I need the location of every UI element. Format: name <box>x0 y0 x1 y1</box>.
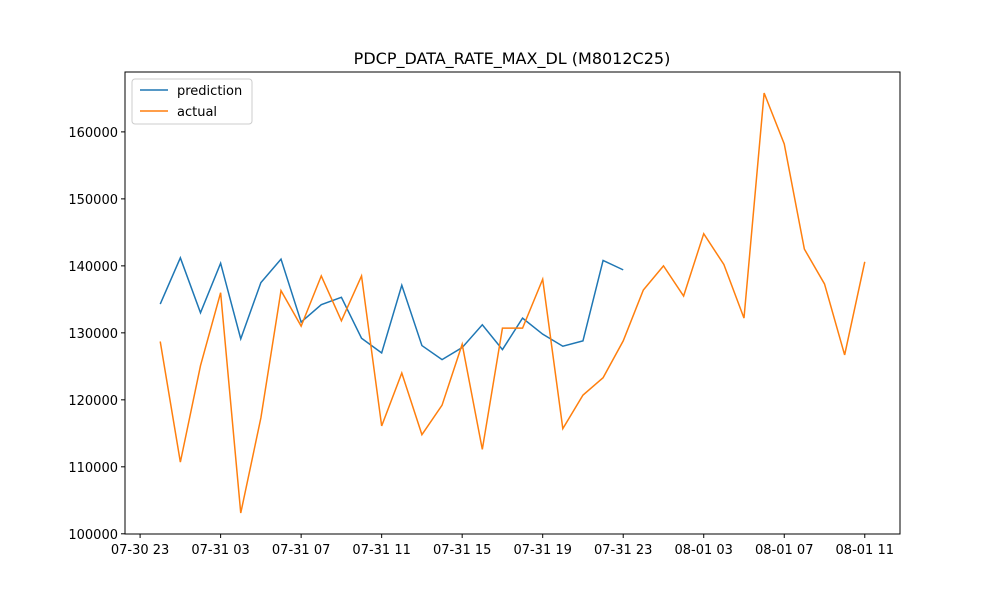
y-tick-label: 150000 <box>68 193 118 208</box>
y-tick-label: 140000 <box>68 260 118 275</box>
x-tick-label: 07-31 11 <box>352 543 410 558</box>
x-tick-label: 08-01 07 <box>755 543 813 558</box>
y-tick-label: 160000 <box>68 126 118 141</box>
y-tick-label: 130000 <box>68 327 118 342</box>
chart-title: PDCP_DATA_RATE_MAX_DL (M8012C25) <box>354 49 671 69</box>
x-tick-label: 07-31 07 <box>272 543 330 558</box>
x-tick-label: 07-31 15 <box>433 543 491 558</box>
y-tick-label: 120000 <box>68 394 118 409</box>
series-line <box>159 92 866 514</box>
y-tick-label: 110000 <box>68 461 118 476</box>
x-tick-label: 07-31 19 <box>513 543 571 558</box>
y-tick-label: 100000 <box>68 528 118 543</box>
x-tick-label: 07-31 23 <box>594 543 652 558</box>
x-tick-label: 07-30 23 <box>111 543 169 558</box>
legend-label: actual <box>177 105 217 120</box>
legend-label: prediction <box>177 84 242 99</box>
plot-area <box>124 71 901 535</box>
x-tick-label: 07-31 03 <box>191 543 249 558</box>
x-tick-label: 08-01 11 <box>836 543 894 558</box>
series-line <box>159 255 624 361</box>
x-tick-label: 08-01 03 <box>675 543 733 558</box>
